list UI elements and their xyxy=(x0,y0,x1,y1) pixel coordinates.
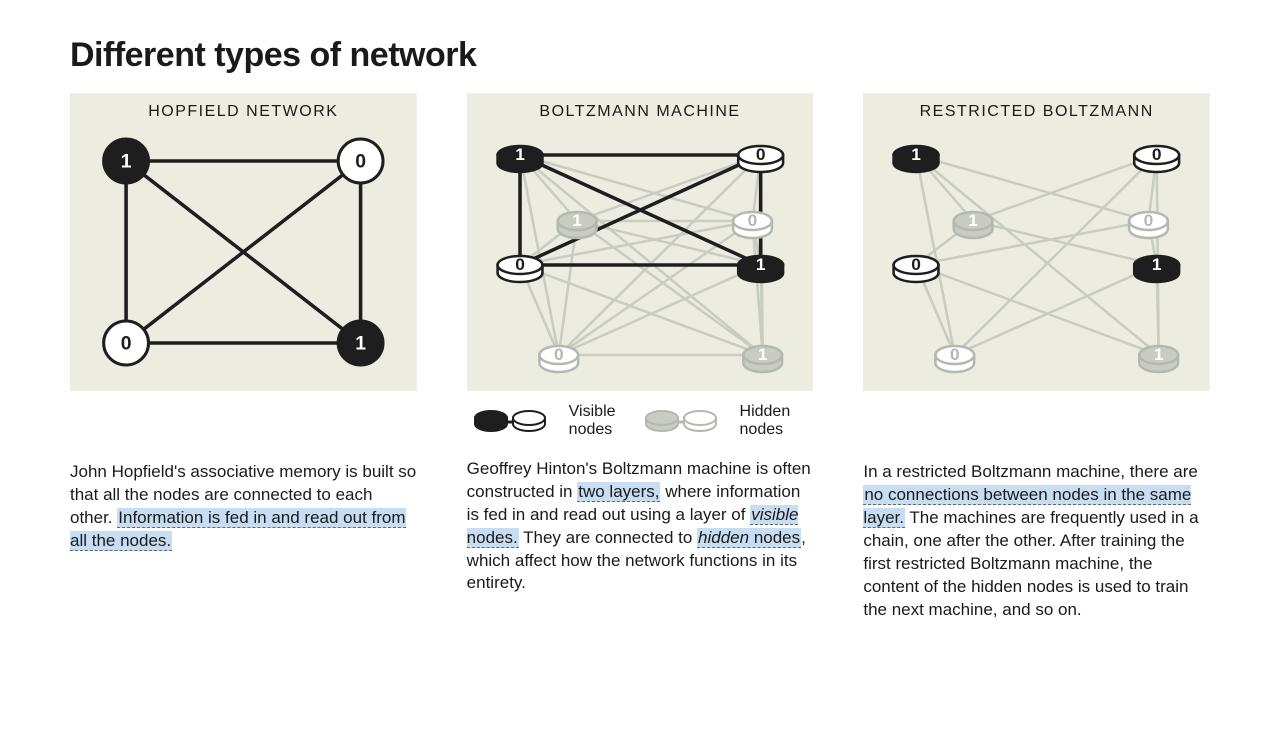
col-restricted: 1 0 0 1 1 0 0 1 RESTRICTED BOLTZMANN In a restr… xyxy=(863,93,1210,622)
legend-visible-icon xyxy=(471,404,559,438)
panel-restricted-svg: 1 0 0 1 1 0 0 1 xyxy=(863,93,1210,391)
svg-text:1: 1 xyxy=(1154,344,1164,364)
desc-restricted: In a restricted Boltzmann machine, there… xyxy=(863,461,1210,622)
svg-text:1: 1 xyxy=(758,344,768,364)
legend-visible: Visiblenodes xyxy=(471,403,616,440)
svg-text:0: 0 xyxy=(515,254,525,274)
svg-text:1: 1 xyxy=(756,254,766,274)
svg-text:1: 1 xyxy=(515,144,525,164)
col-boltzmann: 1 0 0 1 1 0 0 1 BOLTZMANN MACHINE Visiblenodes … xyxy=(467,93,814,622)
panel-boltzmann-title: BOLTZMANN MACHINE xyxy=(467,103,814,121)
svg-text:0: 0 xyxy=(747,210,757,230)
panel-restricted: 1 0 0 1 1 0 0 1 RESTRICTED BOLTZMANN xyxy=(863,93,1210,391)
svg-text:1: 1 xyxy=(121,152,132,173)
svg-text:1: 1 xyxy=(912,144,922,164)
desc-boltzmann: Geoffrey Hinton's Boltzmann machine is o… xyxy=(467,458,814,596)
svg-text:0: 0 xyxy=(1152,144,1162,164)
svg-text:1: 1 xyxy=(572,210,582,230)
svg-text:0: 0 xyxy=(554,344,564,364)
svg-text:0: 0 xyxy=(950,344,960,364)
panel-hopfield: 1 0 0 1 HOPFIELD NETWORK xyxy=(70,93,417,391)
col-hopfield: 1 0 0 1 HOPFIELD NETWORK John Hopfield's as… xyxy=(70,93,417,622)
svg-text:0: 0 xyxy=(355,152,366,173)
panel-hopfield-title: HOPFIELD NETWORK xyxy=(70,103,417,121)
panel-restricted-title: RESTRICTED BOLTZMANN xyxy=(863,103,1210,121)
desc-hopfield: John Hopfield's associative memory is bu… xyxy=(70,461,417,553)
svg-text:1: 1 xyxy=(1152,254,1162,274)
legend-hidden-label: Hiddennodes xyxy=(740,403,791,440)
panel-hopfield-svg: 1 0 0 1 xyxy=(70,93,417,391)
panel-boltzmann-svg: 1 0 0 1 1 0 0 1 xyxy=(467,93,814,391)
diagram-row: 1 0 0 1 HOPFIELD NETWORK John Hopfield's as… xyxy=(70,93,1210,622)
svg-text:0: 0 xyxy=(912,254,922,274)
svg-text:1: 1 xyxy=(355,334,366,355)
svg-text:0: 0 xyxy=(756,144,766,164)
panel-boltzmann: 1 0 0 1 1 0 0 1 BOLTZMANN MACHINE xyxy=(467,93,814,391)
svg-text:1: 1 xyxy=(969,210,979,230)
legend-visible-label: Visiblenodes xyxy=(569,403,616,440)
legend-hidden: Hiddennodes xyxy=(642,403,791,440)
legend: Visiblenodes Hiddennodes xyxy=(467,403,814,440)
svg-text:0: 0 xyxy=(1144,210,1154,230)
legend-hidden-icon xyxy=(642,404,730,438)
page-title: Different types of network xyxy=(70,36,1210,75)
svg-text:0: 0 xyxy=(121,334,132,355)
